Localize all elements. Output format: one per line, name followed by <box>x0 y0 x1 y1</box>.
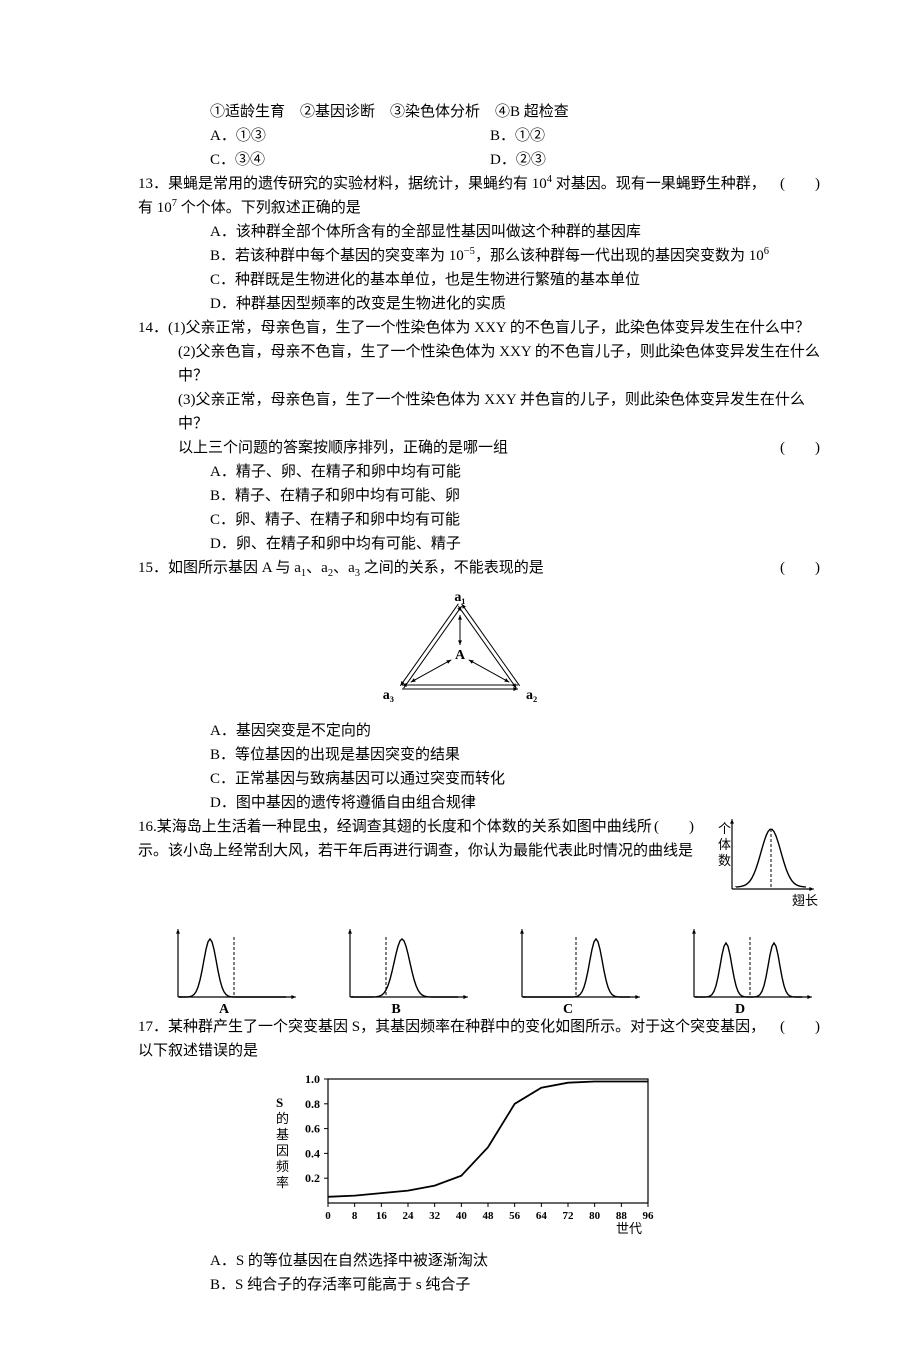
svg-text:a₃: a₃ <box>383 688 394 703</box>
q17-option-b: B．S 纯合子的存活率可能高于 s 纯合子 <box>100 1273 820 1297</box>
svg-text:24: 24 <box>403 1210 415 1222</box>
q12-options-line: ①适龄生育 ②基因诊断 ③染色体分析 ④B 超检查 <box>100 100 820 124</box>
q15-option-c: C．正常基因与致病基因可以通过突变而转化 <box>100 767 820 791</box>
svg-text:8: 8 <box>352 1210 358 1222</box>
q13-option-c: C．种群既是生物进化的基本单位，也是生物进行繁殖的基本单位 <box>100 268 820 292</box>
svg-text:的: 的 <box>276 1111 289 1126</box>
q14-part1: 14．(1)父亲正常，母亲色盲，生了一个性染色体为 XXY 的不色盲儿子，此染色… <box>100 316 820 340</box>
svg-text:B: B <box>391 1002 400 1015</box>
q14-option-b: B．精子、在精子和卵中均有可能、卵 <box>100 484 820 508</box>
svg-text:C: C <box>563 1002 573 1015</box>
svg-text:64: 64 <box>536 1210 548 1222</box>
svg-text:基: 基 <box>276 1127 289 1142</box>
svg-text:S: S <box>276 1095 283 1110</box>
q15-option-d: D．图中基因的遗传将遵循自由组合规律 <box>100 791 820 815</box>
q12-option-b: B．①② <box>490 124 545 148</box>
q14-option-c: C．卵、精子、在精子和卵中均有可能 <box>100 508 820 532</box>
answer-bracket: ( ) <box>780 1015 820 1039</box>
svg-text:世代: 世代 <box>616 1221 642 1236</box>
q12-option-c: C．③④ <box>210 148 490 172</box>
reference-curve: 个体数翅长 <box>710 815 820 923</box>
q13-option-d: D．种群基因型频率的改变是生物进化的实质 <box>100 292 820 316</box>
q15-option-a: A．基因突变是不定向的 <box>100 719 820 743</box>
answer-bracket: ( ) <box>780 172 820 196</box>
svg-text:32: 32 <box>429 1210 441 1222</box>
svg-text:A: A <box>455 648 466 663</box>
svg-text:48: 48 <box>483 1210 495 1222</box>
svg-text:D: D <box>735 1002 745 1015</box>
svg-text:0.8: 0.8 <box>305 1097 320 1111</box>
q16-choice-row: A B C D <box>100 925 820 1015</box>
svg-text:数: 数 <box>718 853 731 868</box>
q14-part3: (3)父亲正常，母亲色盲，生了一个性染色体为 XXY 并色盲的儿子，则此染色体变… <box>100 388 820 436</box>
svg-text:1.0: 1.0 <box>305 1072 320 1086</box>
q12-option-a: A．①③ <box>210 124 490 148</box>
q12-option-d: D．②③ <box>490 148 546 172</box>
svg-text:A: A <box>219 1002 230 1015</box>
triangle-diagram: a₁ Aa₃ a₂ <box>100 587 820 715</box>
q17-option-a: A．S 的等位基因在自然选择中被逐渐淘汰 <box>100 1249 820 1273</box>
svg-text:率: 率 <box>276 1175 289 1190</box>
svg-text:a₂: a₂ <box>526 688 537 703</box>
q14-ask: ( ) 以上三个问题的答案按顺序排列，正确的是哪一组 <box>100 436 820 460</box>
svg-text:56: 56 <box>509 1210 520 1222</box>
answer-bracket: ( ) <box>780 556 820 580</box>
svg-text:40: 40 <box>456 1210 468 1222</box>
svg-text:a₁: a₁ <box>454 590 465 605</box>
q13-option-a: A．该种群全部个体所含有的全部显性基因叫做这个种群的基因库 <box>100 220 820 244</box>
answer-bracket: ( ) <box>780 436 820 460</box>
q14-option-a: A．精子、卵、在精子和卵中均有可能 <box>100 460 820 484</box>
svg-text:频: 频 <box>276 1159 289 1174</box>
q13-option-b: B．若该种群中每个基因的突变率为 10−5，那么该种群每一代出现的基因突变数为 … <box>100 244 820 268</box>
q14-part2: (2)父亲色盲，母亲不色盲，生了一个性染色体为 XXY 的不色盲儿子，则此染色体… <box>100 340 820 388</box>
answer-bracket: ( ) <box>654 815 694 839</box>
q13-stem: ( ) 13．果蝇是常用的遗传研究的实验材料，据统计，果蝇约有 104 对基因。… <box>100 172 820 220</box>
q15-option-b: B．等位基因的出现是基因突变的结果 <box>100 743 820 767</box>
svg-text:0: 0 <box>325 1210 331 1222</box>
svg-text:80: 80 <box>589 1210 601 1222</box>
q17-stem: ( ) 17．某种群产生了一个突变基因 S，其基因频率在种群中的变化如图所示。对… <box>100 1015 820 1063</box>
s-frequency-chart: S的基因频率 0.2 0.4 0.6 0.8 1.0 0 8 16 24 32 40 48 56 64 72 8… <box>100 1067 820 1245</box>
svg-text:0.4: 0.4 <box>305 1146 320 1160</box>
svg-text:因: 因 <box>276 1143 289 1158</box>
svg-text:体: 体 <box>718 837 731 852</box>
q15-stem: ( ) 15．如图所示基因 A 与 a1、a2、a3 之间的关系，不能表现的是 <box>100 556 820 583</box>
svg-text:个: 个 <box>718 821 731 836</box>
svg-text:0.2: 0.2 <box>305 1171 320 1185</box>
svg-text:16: 16 <box>376 1210 388 1222</box>
svg-text:96: 96 <box>643 1210 655 1222</box>
svg-text:72: 72 <box>563 1210 575 1222</box>
q14-option-d: D．卵、在精子和卵中均有可能、精子 <box>100 532 820 556</box>
svg-text:翅长: 翅长 <box>792 893 818 908</box>
svg-text:0.6: 0.6 <box>305 1121 320 1135</box>
